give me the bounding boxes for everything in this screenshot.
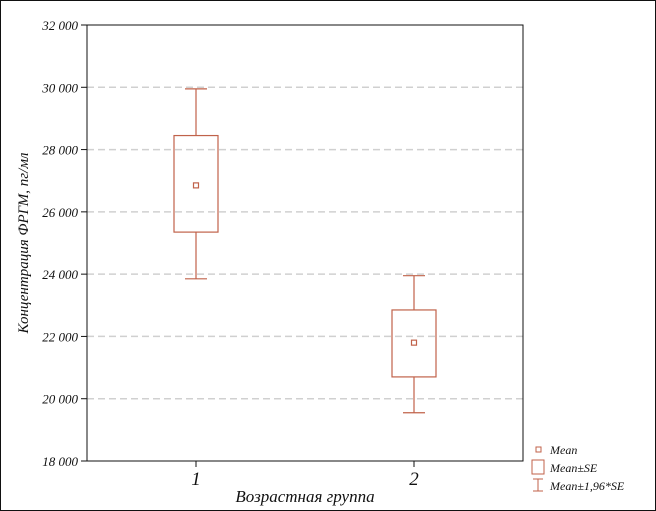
y-tick-label: 28 000 xyxy=(42,143,78,158)
mean-marker xyxy=(192,182,200,189)
y-tick-label: 18 000 xyxy=(42,454,78,469)
x-tick-label: 1 xyxy=(191,469,201,490)
se-box xyxy=(173,134,219,233)
legend-mean-label: Mean xyxy=(549,443,577,457)
x-tick-label: 2 xyxy=(409,469,419,490)
plot-area xyxy=(86,24,524,462)
legend-se-label: Mean±SE xyxy=(549,461,598,475)
plot-marks xyxy=(173,88,437,414)
legend-mean-icon xyxy=(535,446,542,453)
legend-se-box-icon xyxy=(531,459,545,475)
y-tick-label: 26 000 xyxy=(42,205,78,220)
y-tick-label: 20 000 xyxy=(42,392,78,407)
y-tick-label: 32 000 xyxy=(41,18,78,33)
mean-marker xyxy=(410,339,418,346)
x-axis-label: Возрастная группа xyxy=(235,487,374,506)
grid xyxy=(87,86,523,400)
y-tick-label: 24 000 xyxy=(42,267,78,282)
y-tick-label: 22 000 xyxy=(42,329,78,344)
se-box xyxy=(391,309,437,378)
legend-ci-label: Mean±1,96*SE xyxy=(549,479,625,493)
y-tick-label: 30 000 xyxy=(41,80,78,95)
legend: Mean Mean±SE Mean±1,96*SE xyxy=(531,443,625,493)
y-axis-label: Концентрация ФРГМ, пг/мл xyxy=(16,152,32,334)
y-axis: 18 000 20 000 22 000 24 000 26 000 28 000 30 0… xyxy=(41,18,87,469)
legend-ci-whisker-icon xyxy=(533,478,543,492)
